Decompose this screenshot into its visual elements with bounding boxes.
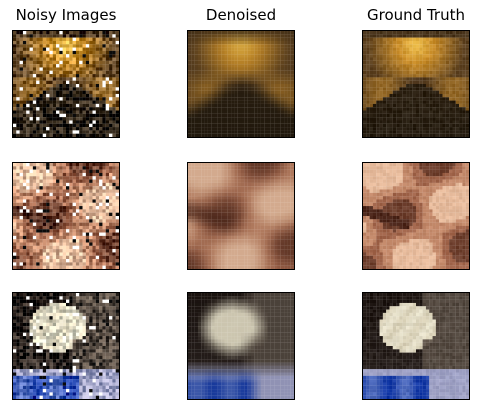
denoised-image-dome [187, 30, 295, 138]
pixel-image [13, 163, 119, 269]
denoised-image-dog [187, 292, 295, 400]
pixel-image [363, 31, 469, 137]
pixel-image [13, 31, 119, 137]
pixel-image [363, 293, 469, 399]
ground-truth-image-dog [362, 292, 470, 400]
ground-truth-image-dome [362, 30, 470, 138]
pixel-image [188, 31, 294, 137]
pixel-image [13, 293, 119, 399]
column-title-noisy: Noisy Images [15, 6, 117, 24]
noisy-image-dome [12, 30, 120, 138]
noisy-image-marble [12, 162, 120, 270]
ground-truth-image-marble [362, 162, 470, 270]
pixel-image [188, 293, 294, 399]
column-title-ground-truth: Ground Truth [367, 6, 465, 24]
noisy-image-dog [12, 292, 120, 400]
denoised-image-marble [187, 162, 295, 270]
pixel-image [188, 163, 294, 269]
column-title-denoised: Denoised [205, 6, 277, 24]
pixel-image [363, 163, 469, 269]
